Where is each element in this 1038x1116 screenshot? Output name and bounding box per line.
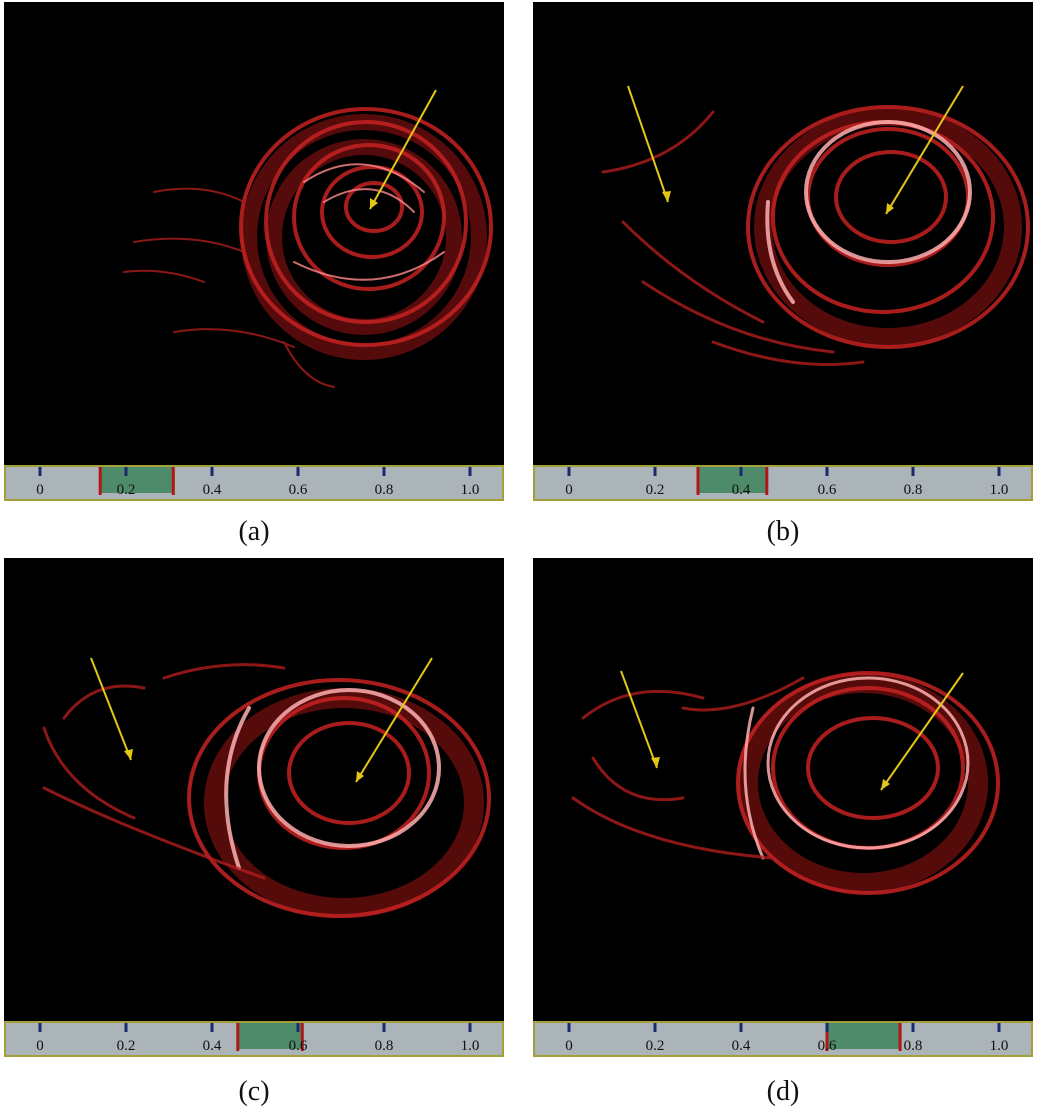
scale-tick-label: 0 xyxy=(36,482,44,498)
panel-d: 0 0.2 0.4 0.6 0.8 1.0 (d) xyxy=(533,558,1033,1113)
scale-tick-label: 0.6 xyxy=(818,482,837,498)
range-slider-scale-d: 0 0.2 0.4 0.6 0.8 1.0 xyxy=(565,1023,1009,1054)
selection-window[interactable] xyxy=(100,467,174,493)
range-slider-d[interactable]: 0 0.2 0.4 0.6 0.8 1.0 xyxy=(533,1021,1033,1057)
scale-tick-label: 0 xyxy=(565,1038,573,1054)
vortex-streamlines-b xyxy=(601,105,1030,366)
arrowhead-icon xyxy=(881,779,890,790)
scale-tick-label: 1.0 xyxy=(990,482,1009,498)
scale-tick-label: 0.4 xyxy=(732,1038,751,1054)
scale-tick-label: 0.4 xyxy=(732,482,751,498)
annotation-arrow-d1 xyxy=(620,670,658,769)
render-viewport-d[interactable] xyxy=(533,558,1033,1021)
scale-tick-label: 0.2 xyxy=(117,1038,136,1054)
annotation-arrow-a xyxy=(369,89,437,210)
scale-tick-label: 0.4 xyxy=(203,482,222,498)
panel-c: 0 0.2 0.4 0.6 0.8 1.0 (c) xyxy=(4,558,504,1113)
vortex-streamlines-a xyxy=(123,107,493,388)
scale-tick-label: 0.2 xyxy=(117,482,136,498)
arrowhead-icon xyxy=(651,757,660,768)
scale-tick-label: 0.4 xyxy=(203,1038,222,1054)
range-slider-scale-b: 0 0.2 0.4 0.6 0.8 1.0 xyxy=(565,467,1009,498)
caption-d: (d) xyxy=(766,1076,800,1107)
scale-tick-label: 0.8 xyxy=(375,1038,394,1054)
caption-a: (a) xyxy=(238,516,270,547)
scale-tick-label: 0 xyxy=(36,1038,44,1054)
range-slider-c[interactable]: 0 0.2 0.4 0.6 0.8 1.0 xyxy=(4,1021,504,1057)
annotation-arrow-b1 xyxy=(627,85,669,203)
scale-tick-label: 0.6 xyxy=(289,1038,308,1054)
range-slider-a[interactable]: 0 0.2 0.4 0.6 0.8 1.0 xyxy=(4,465,504,501)
selection-window[interactable] xyxy=(237,1023,303,1049)
scale-tick-label: 0.8 xyxy=(904,1038,923,1054)
arrowhead-icon xyxy=(124,749,133,760)
annotation-arrow-c2 xyxy=(355,657,433,783)
scale-tick-label: 0 xyxy=(565,482,573,498)
arrowhead-icon xyxy=(886,203,894,214)
arrowhead-icon xyxy=(370,198,378,209)
range-slider-scale-a: 0 0.2 0.4 0.6 0.8 1.0 xyxy=(36,467,480,498)
render-viewport-a[interactable] xyxy=(4,2,504,465)
panel-b: 0 0.2 0.4 0.6 0.8 1.0 (b) xyxy=(533,2,1033,552)
caption-c: (c) xyxy=(238,1076,270,1107)
vortex-streamlines-c xyxy=(42,663,491,918)
arrowhead-icon xyxy=(356,771,364,782)
range-slider-b[interactable]: 0 0.2 0.4 0.6 0.8 1.0 xyxy=(533,465,1033,501)
selection-window[interactable] xyxy=(698,467,767,493)
scale-tick-label: 0.2 xyxy=(646,482,665,498)
scale-tick-label: 0.2 xyxy=(646,1038,665,1054)
render-viewport-b[interactable] xyxy=(533,2,1033,465)
caption-b: (b) xyxy=(766,516,800,547)
annotation-arrow-b2 xyxy=(885,85,964,215)
render-viewport-c[interactable] xyxy=(4,558,504,1021)
scale-tick-label: 0.8 xyxy=(375,482,394,498)
annotation-arrow-d2 xyxy=(880,672,964,791)
scale-tick-label: 1.0 xyxy=(990,1038,1009,1054)
vortex-streamlines-d xyxy=(571,671,1000,895)
annotation-arrow-c1 xyxy=(90,657,132,761)
panel-a: 0 0.2 0.4 0.6 0.8 1.0 (a) xyxy=(4,2,504,552)
scale-tick-label: 0.6 xyxy=(818,1038,837,1054)
selection-window[interactable] xyxy=(827,1023,901,1049)
scale-tick-label: 0.6 xyxy=(289,482,308,498)
range-slider-scale-c: 0 0.2 0.4 0.6 0.8 1.0 xyxy=(36,1023,480,1054)
scale-tick-label: 0.8 xyxy=(904,482,923,498)
scale-tick-label: 1.0 xyxy=(461,482,480,498)
scale-tick-label: 1.0 xyxy=(461,1038,480,1054)
arrowhead-icon xyxy=(662,191,671,202)
